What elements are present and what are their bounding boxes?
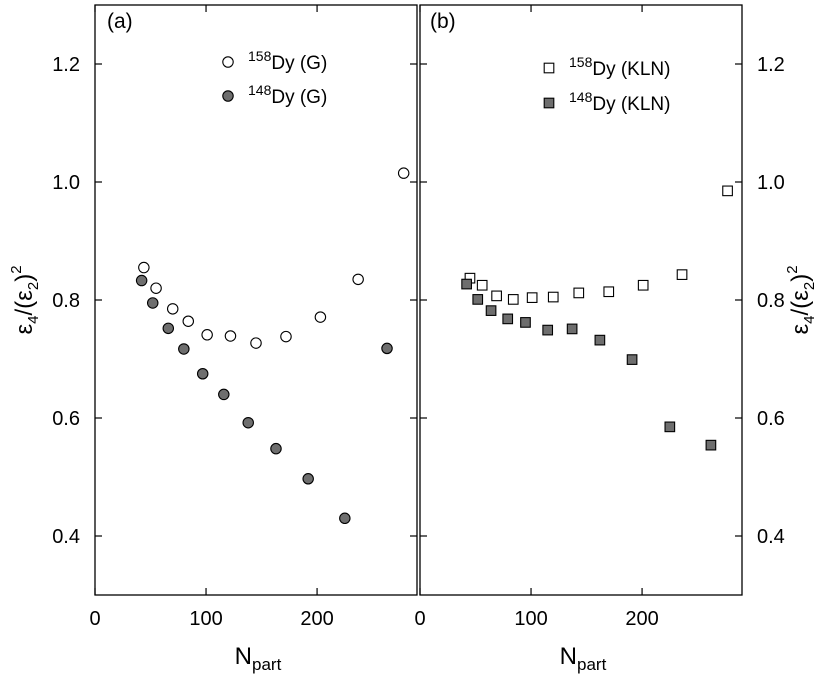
point-a-s1-5 — [218, 388, 230, 401]
point-b-s1-6 — [566, 323, 578, 335]
x-tick-label-a-2: 200 — [300, 608, 333, 630]
point-a-s0-8 — [314, 311, 327, 323]
panel-a-points — [135, 167, 410, 525]
point-b-s1-0 — [461, 278, 472, 290]
legend-label-b-0: 158Dy (KLN) — [569, 54, 670, 80]
x-tick-label-a-1: 100 — [189, 608, 222, 630]
point-a-s0-1 — [150, 282, 162, 294]
point-b-s0-9 — [676, 269, 688, 280]
y-tick-label-b-0: 0.4 — [757, 526, 785, 548]
legend-marker-b-1 — [543, 97, 555, 109]
point-b-s0-2 — [491, 290, 502, 302]
point-b-s1-7 — [594, 334, 606, 346]
point-a-s1-0 — [135, 274, 148, 287]
legend-marker-a-0 — [222, 56, 234, 68]
legend-label-a-0: 158Dy (G) — [248, 48, 327, 74]
y-axis-title-left: ε4/(ε2)2 — [8, 265, 42, 334]
point-b-s1-2 — [485, 305, 497, 316]
point-b-s1-3 — [502, 313, 514, 325]
panel-a-legend: 158Dy (G) 148Dy (G) — [222, 48, 327, 108]
y-tick-label-a-3: 1.0 — [52, 172, 80, 194]
legend-marker-a-1 — [222, 90, 234, 102]
point-a-s0-4 — [201, 329, 213, 341]
point-a-s0-7 — [280, 330, 292, 343]
point-a-s0-9 — [352, 273, 364, 286]
x-tick-label-b-2: 200 — [625, 608, 658, 630]
point-b-s1-8 — [626, 354, 638, 365]
point-a-s0-3 — [182, 315, 195, 327]
x-tick-label-b-0: 0 — [414, 608, 425, 630]
panel-b-legend: 158Dy (KLN) 148Dy (KLN) — [543, 54, 670, 115]
legend-label-a-1: 148Dy (G) — [248, 82, 327, 108]
panel-b-ticks: 0 100 200 0.4 0.6 0.8 1.0 1.2 — [414, 5, 785, 630]
point-b-s0-5 — [547, 291, 559, 303]
point-b-s0-4 — [526, 292, 538, 303]
point-b-s0-3 — [507, 294, 519, 305]
point-a-s1-10 — [381, 342, 393, 355]
point-a-s0-0 — [138, 261, 150, 274]
point-a-s0-10 — [397, 167, 410, 179]
point-b-s0-10 — [722, 185, 733, 197]
point-a-s1-1 — [146, 297, 159, 309]
x-axis-title-a: Npart — [235, 643, 282, 674]
point-a-s1-3 — [178, 343, 190, 355]
point-b-s1-4 — [520, 317, 531, 328]
y-axis-title-right: ε4/(ε2)2 — [784, 265, 818, 334]
y-tick-label-a-4: 1.2 — [52, 54, 80, 76]
point-a-s0-5 — [224, 330, 237, 342]
point-a-s1-2 — [162, 322, 175, 335]
point-a-s1-6 — [242, 416, 254, 429]
y-tick-label-b-4: 1.2 — [757, 54, 785, 76]
x-tick-label-b-1: 100 — [514, 608, 547, 630]
y-tick-label-a-0: 0.4 — [52, 526, 80, 548]
y-tick-label-b-3: 1.0 — [757, 172, 785, 194]
panel-b-points — [461, 185, 733, 451]
point-a-s1-8 — [302, 473, 314, 485]
panel-b: (b) 0 100 200 0.4 0.6 0.8 1.0 1.2 158Dy (KLN) 14… — [414, 4, 785, 630]
point-b-s0-1 — [476, 279, 488, 291]
panel-a-ticks: 0 100 200 0.4 0.6 0.8 1.0 1.2 — [52, 5, 417, 630]
panel-a-label: (a) — [107, 10, 133, 33]
point-a-s0-6 — [250, 337, 262, 349]
point-a-s1-4 — [196, 367, 209, 380]
point-b-s0-6 — [573, 287, 585, 299]
x-axis-title-b: Npart — [560, 643, 607, 674]
point-b-s0-7 — [603, 286, 615, 298]
y-tick-label-a-1: 0.6 — [52, 408, 80, 430]
y-tick-label-b-2: 0.8 — [757, 290, 785, 312]
y-tick-label-a-2: 0.8 — [52, 290, 80, 312]
point-b-s1-10 — [705, 439, 717, 451]
panel-b-label: (b) — [430, 10, 456, 33]
legend-marker-b-0 — [543, 62, 555, 74]
x-tick-label-a-0: 0 — [89, 608, 100, 630]
y-tick-label-b-1: 0.6 — [757, 408, 785, 430]
legend-label-b-1: 148Dy (KLN) — [569, 89, 670, 115]
point-a-s0-2 — [166, 303, 179, 315]
point-b-s0-8 — [637, 279, 649, 291]
point-b-s1-9 — [664, 421, 676, 433]
point-a-s1-7 — [270, 442, 282, 455]
point-a-s1-9 — [339, 512, 351, 525]
point-b-s1-1 — [472, 294, 484, 305]
panel-a: (a) 0 100 200 0.4 0.6 0.8 1.0 1.2 158Dy (G) 148D… — [52, 4, 418, 630]
point-b-s1-5 — [542, 324, 554, 336]
